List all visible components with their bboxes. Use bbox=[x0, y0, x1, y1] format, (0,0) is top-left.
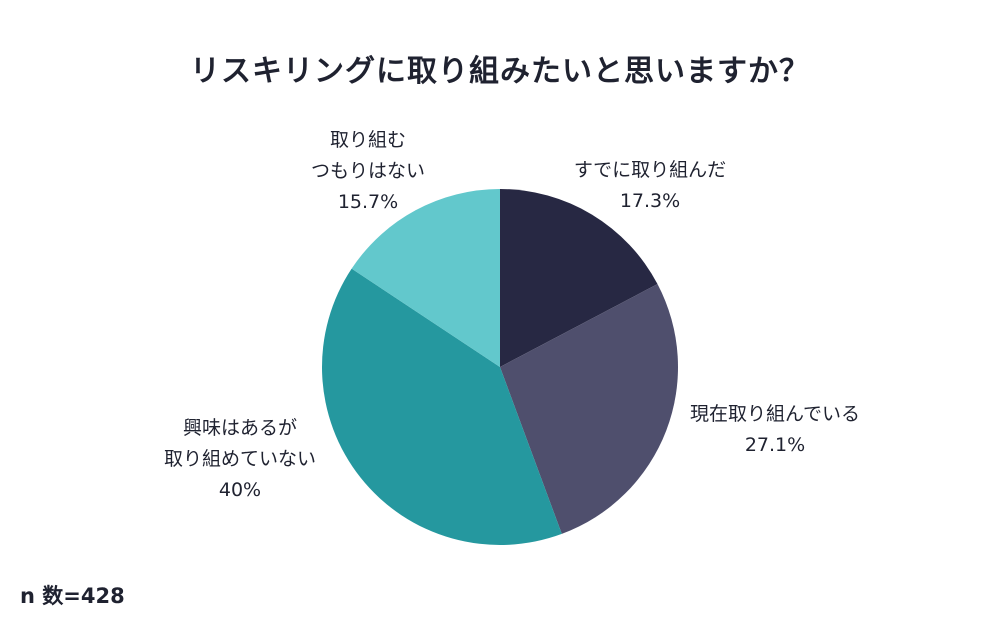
slice-label-currently-doing: 現在取り組んでいる 27.1% bbox=[665, 399, 885, 461]
slice-interested-not-doing bbox=[321, 268, 562, 546]
slice-currently-doing bbox=[500, 284, 679, 534]
slice-label-text: 興味はあるが bbox=[182, 417, 297, 439]
slice-label-text: 取り組む bbox=[329, 129, 406, 151]
slice-value-text: 40% bbox=[218, 479, 262, 501]
slice-no-intention bbox=[351, 189, 500, 367]
slice-already-done bbox=[500, 189, 658, 367]
slice-value-text: 15.7% bbox=[337, 191, 399, 213]
slice-label-interested-not-doing: 興味はあるが 取り組めていない 40% bbox=[140, 413, 340, 506]
sample-size-note: n 数=428 bbox=[20, 584, 125, 608]
slice-value-text: 27.1% bbox=[744, 434, 806, 456]
slice-label-text: つもりはない bbox=[310, 160, 425, 182]
slice-label-already-done: すでに取り組んだ 17.3% bbox=[530, 155, 770, 217]
slice-value-text: 17.3% bbox=[619, 190, 681, 212]
chart-title: リスキリングに取り組みたいと思いますか？ bbox=[190, 54, 810, 89]
slice-label-text: 現在取り組んでいる bbox=[689, 403, 861, 425]
slice-label-text: 取り組めていない bbox=[163, 448, 316, 470]
slice-label-text: すでに取り組んだ bbox=[573, 159, 727, 181]
slice-label-no-intention: 取り組む つもりはない 15.7% bbox=[268, 125, 468, 218]
